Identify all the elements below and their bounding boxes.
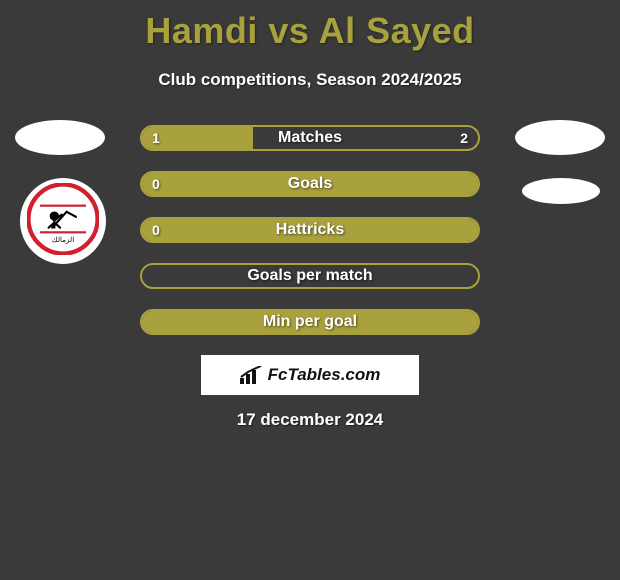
player-left-avatar xyxy=(15,120,105,155)
player-right-avatar xyxy=(515,120,605,155)
svg-text:الزمالك: الزمالك xyxy=(52,235,74,244)
bar-label: Matches xyxy=(142,129,478,147)
stat-bar: Goals0 xyxy=(140,171,480,197)
bar-label: Hattricks xyxy=(142,221,478,239)
stat-bar: Matches1 2 xyxy=(140,125,480,151)
stat-bar: Hattricks0 xyxy=(140,217,480,243)
bar-label: Goals per match xyxy=(142,267,478,285)
bar-chart-icon xyxy=(240,366,262,384)
brand-text: FcTables.com xyxy=(268,365,381,385)
page-subtitle: Club competitions, Season 2024/2025 xyxy=(0,70,620,90)
club-right-badge xyxy=(522,178,600,204)
page-title: Hamdi vs Al Sayed xyxy=(0,0,620,52)
snapshot-date: 17 december 2024 xyxy=(0,410,620,430)
bar-value-left: 0 xyxy=(152,176,160,192)
bar-value-left: 0 xyxy=(152,222,160,238)
bar-value-left: 1 xyxy=(152,130,160,146)
bar-label: Goals xyxy=(142,175,478,193)
stat-bar: Min per goal xyxy=(140,309,480,335)
bar-label: Min per goal xyxy=(142,313,478,331)
club-left-crest: الزمالك xyxy=(20,178,106,264)
brand-badge[interactable]: FcTables.com xyxy=(201,355,419,395)
zamalek-crest-icon: الزمالك xyxy=(27,183,99,260)
stat-bar: Goals per match xyxy=(140,263,480,289)
comparison-bars: Matches12Goals0Hattricks0Goals per match… xyxy=(140,125,480,355)
bar-value-right: 2 xyxy=(460,130,468,146)
